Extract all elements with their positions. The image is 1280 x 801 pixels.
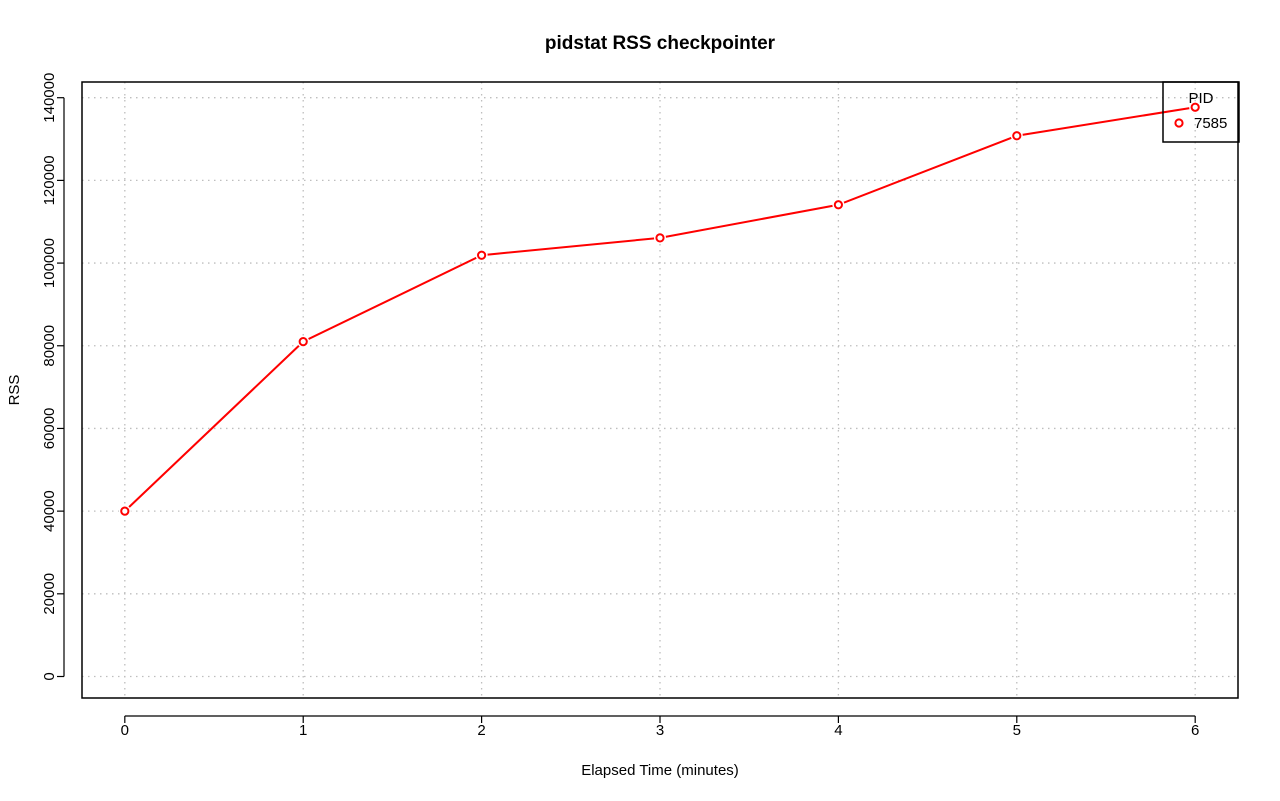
legend-marker [1174,118,1184,128]
data-point [1012,131,1022,141]
y-tick-label: 80000 [41,325,58,367]
x-tick-label: 3 [656,722,664,739]
x-tick-label: 0 [121,722,129,739]
y-tick-label: 120000 [41,155,58,205]
axes: 0 1 2 3 4 5 6 0 20000 40000 60000 80000 100000 120000… [41,73,1239,739]
data-point [833,200,843,210]
x-tick-label: 4 [834,722,842,739]
data-point [477,250,487,260]
chart-title: pidstat RSS checkpointer [545,33,776,54]
plot-frame [81,81,1239,699]
y-tick-label: 60000 [41,408,58,450]
x-tick-label: 5 [1013,722,1021,739]
data-point [298,337,308,347]
series-line [124,106,1196,512]
x-tick-label: 2 [477,722,485,739]
grid [82,82,1238,698]
legend-box [1162,81,1240,143]
y-tick-label: 140000 [41,73,58,123]
y-tick-label: 0 [41,672,58,680]
data-point [655,233,665,243]
legend-series-label: 7585 [1194,115,1227,132]
x-axis-label: Elapsed Time (minutes) [581,762,739,779]
x-tick-label: 6 [1191,722,1199,739]
legend-title: PID [1188,90,1213,107]
legend: PID 7585 [1162,81,1240,143]
y-tick-label: 100000 [41,238,58,288]
y-tick-label: 20000 [41,573,58,615]
x-tick-label: 1 [299,722,307,739]
y-axis-label: RSS [6,375,23,406]
y-tick-label: 40000 [41,490,58,532]
series-layer [118,101,1202,518]
data-point [120,506,130,516]
data-point [1190,102,1200,112]
